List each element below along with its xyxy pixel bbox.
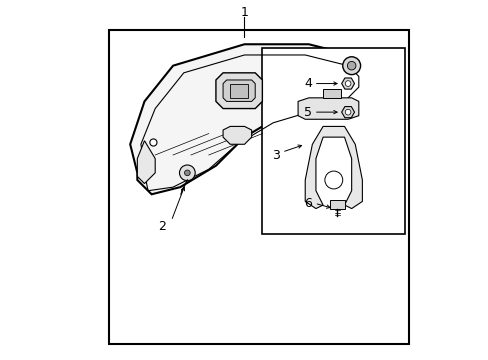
Circle shape	[179, 165, 195, 181]
Polygon shape	[223, 126, 251, 144]
Circle shape	[345, 109, 350, 115]
Polygon shape	[305, 126, 362, 208]
Circle shape	[184, 170, 190, 176]
Circle shape	[346, 62, 355, 70]
Bar	[329, 200, 344, 208]
Text: 4: 4	[304, 77, 311, 90]
Polygon shape	[223, 80, 255, 102]
Bar	[108, 30, 408, 344]
Text: 2: 2	[158, 220, 166, 233]
Circle shape	[345, 81, 350, 86]
Text: 6: 6	[304, 197, 312, 210]
Bar	[230, 84, 247, 98]
Text: 1: 1	[240, 6, 248, 19]
Polygon shape	[341, 78, 354, 89]
Bar	[262, 48, 405, 234]
Circle shape	[342, 57, 360, 75]
Circle shape	[149, 139, 157, 146]
Text: 5: 5	[304, 105, 311, 119]
Polygon shape	[341, 107, 354, 118]
Polygon shape	[130, 44, 365, 194]
Bar	[323, 89, 340, 98]
Polygon shape	[137, 141, 155, 184]
Text: 3: 3	[271, 149, 279, 162]
Polygon shape	[298, 98, 358, 119]
Circle shape	[324, 171, 342, 189]
Polygon shape	[216, 73, 262, 109]
